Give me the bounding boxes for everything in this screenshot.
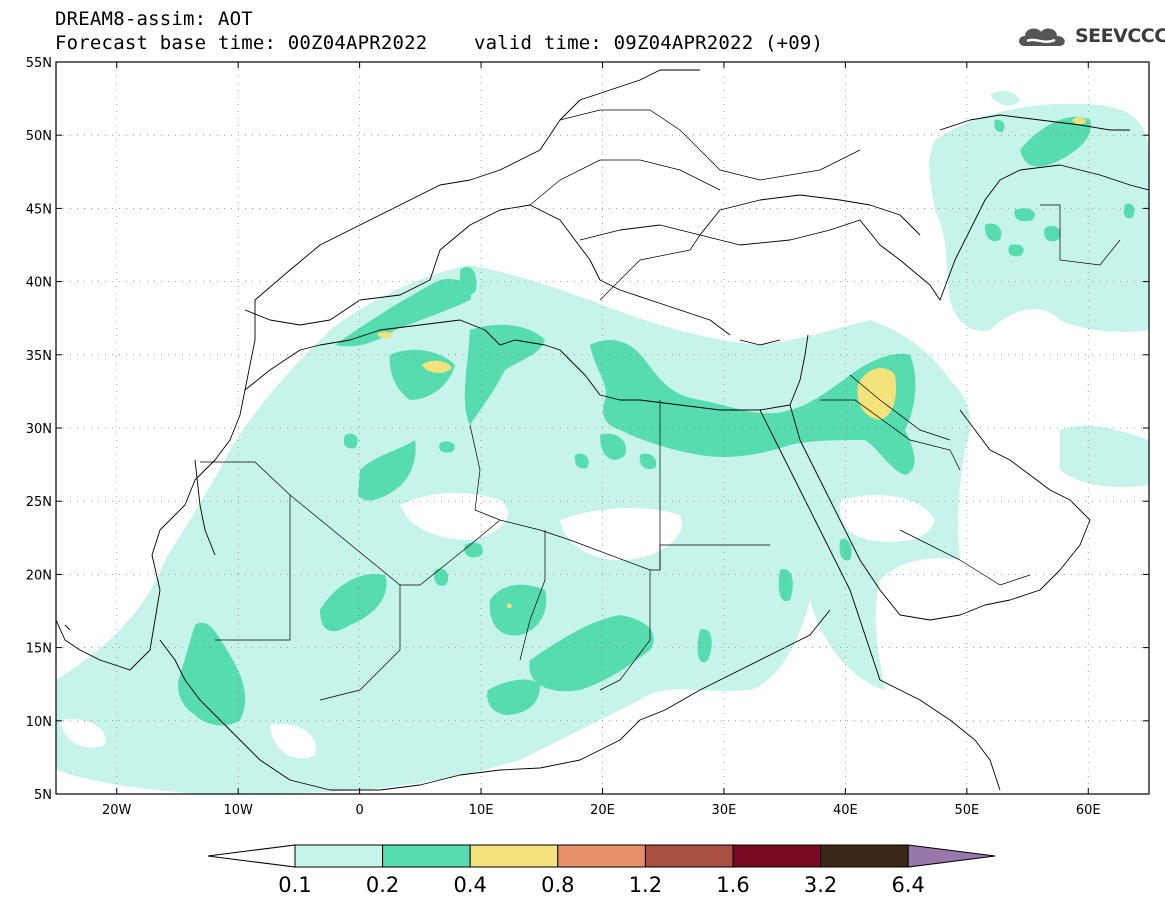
aot-field [56, 69, 1149, 794]
lat-tick-label: 55N [26, 56, 52, 71]
lat-tick-label: 10N [26, 715, 52, 730]
cloud-icon [1019, 28, 1065, 46]
lon-tick-label: 20E [590, 803, 615, 818]
colorbar-swatch [820, 844, 909, 868]
colorbar-label: 6.4 [891, 873, 924, 897]
lat-tick-label: 5N [34, 788, 52, 803]
colorbar-swatch [557, 844, 646, 868]
lat-tick-label: 15N [26, 642, 52, 657]
colorbar-label: 1.2 [629, 873, 662, 897]
lat-tick-label: 40N [26, 276, 52, 291]
colorbar-under-arrow [207, 844, 296, 868]
colorbar-label: 3.2 [804, 873, 837, 897]
colorbar-label: 0.8 [541, 873, 574, 897]
longitude-axis: 20W 10W 0 10E 20E 30E 40E 50E 60E [102, 62, 1101, 818]
colorbar-swatch [469, 844, 559, 868]
lon-tick-label: 0 [355, 803, 363, 818]
colorbar-over-arrow [907, 844, 996, 868]
lat-tick-label: 20N [26, 568, 52, 583]
lon-tick-label: 20W [102, 803, 132, 818]
colorbar-label: 1.6 [716, 873, 749, 897]
lon-tick-label: 10E [469, 803, 494, 818]
lat-tick-label: 45N [26, 202, 52, 217]
aot-level-0-2 [178, 116, 1135, 726]
lat-tick-label: 35N [26, 349, 52, 364]
colorbar-swatch [294, 844, 384, 868]
forecast-time-subtitle: Forecast base time: 00Z04APR2022 valid t… [55, 32, 824, 54]
colorbar-label: 0.1 [278, 873, 311, 897]
logo-text: SEEVCCC [1075, 25, 1165, 47]
latitude-axis: 55N 50N 45N 40N 35N 30N 25N 20N 15N 10N 5N [26, 56, 1149, 803]
lon-tick-label: 50E [954, 803, 979, 818]
lat-tick-label: 25N [26, 495, 52, 510]
aot-below-0-1 [60, 493, 935, 759]
lat-tick-label: 30N [26, 422, 52, 437]
lon-tick-label: 40E [833, 803, 858, 818]
lat-tick-label: 50N [26, 129, 52, 144]
colorbar-swatch [644, 844, 734, 868]
colorbar-label: 0.2 [366, 873, 399, 897]
colorbar-label: 0.4 [453, 873, 486, 897]
lon-tick-label: 60E [1076, 803, 1101, 818]
coastlines [56, 69, 1149, 791]
aot-colorbar: 0.1 0.2 0.4 0.8 1.2 1.6 3.2 6.4 [207, 844, 996, 897]
country-borders [200, 109, 1121, 701]
aot-level-0-1 [56, 90, 1149, 794]
lon-tick-label: 30E [712, 803, 737, 818]
colorbar-swatch [732, 844, 822, 868]
colorbar-swatch [382, 844, 471, 868]
aot-level-0-4 [377, 117, 1086, 609]
lon-tick-label: 10W [223, 803, 253, 818]
graticule-grid [56, 61, 1149, 795]
seevccc-logo: SEEVCCC [1015, 22, 1165, 50]
map-title: DREAM8-assim: AOT [55, 8, 253, 30]
